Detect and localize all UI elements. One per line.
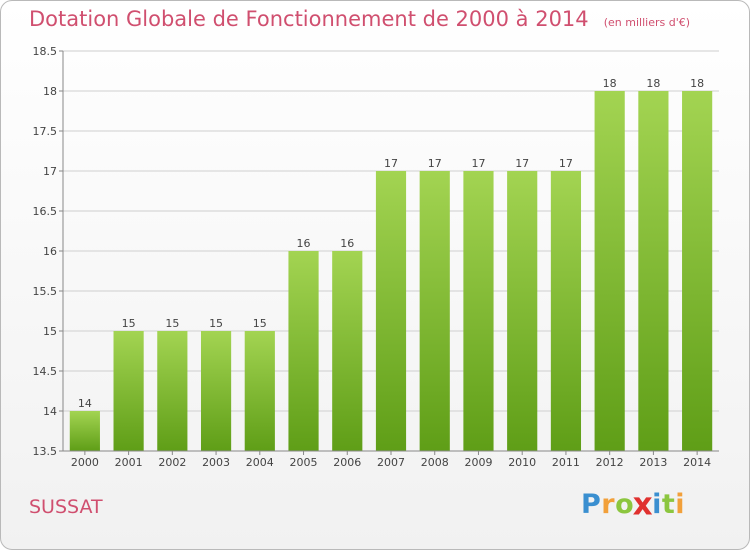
- y-tick-label: 18: [43, 85, 57, 98]
- data-label: 15: [165, 317, 179, 330]
- data-label: 17: [384, 157, 398, 170]
- bar-2010: [507, 171, 538, 451]
- axis-layer: 13.5 14 14.5 15 15.5 16 16.5 17 17.5 18 18.5 2000 20…: [33, 45, 719, 469]
- logo-letter: x: [632, 486, 654, 523]
- y-tick-label: 14.5: [33, 365, 58, 378]
- y-tick-label: 13.5: [33, 445, 58, 458]
- x-tick-label: 2001: [115, 456, 143, 469]
- y-tick-label: 17.5: [33, 125, 58, 138]
- bar-2013: [638, 91, 669, 451]
- y-tick-label: 16.5: [33, 205, 58, 218]
- data-label: 17: [471, 157, 485, 170]
- data-label: 18: [603, 77, 617, 90]
- x-tick-label: 2009: [464, 456, 492, 469]
- bar-2001: [113, 331, 144, 451]
- data-label: 17: [559, 157, 573, 170]
- logo-letter: r: [601, 489, 616, 520]
- chart-title: Dotation Globale de Fonctionnement de 20…: [29, 7, 589, 31]
- bar-2002: [157, 331, 188, 451]
- bar-2003: [200, 331, 232, 451]
- logo-letter: i: [652, 489, 662, 520]
- y-tick-label: 15: [43, 325, 57, 338]
- proxiti-logo: Proxiti: [581, 486, 686, 523]
- data-label: 18: [646, 77, 660, 90]
- y-tick-label: 14: [43, 405, 57, 418]
- bar-2008: [419, 171, 450, 451]
- bar-2012: [594, 91, 625, 451]
- x-tick-label: 2002: [158, 456, 186, 469]
- logo-letter: i: [675, 489, 686, 520]
- data-label: 14: [78, 397, 92, 410]
- x-tick-label: 2005: [290, 456, 318, 469]
- x-tick-label: 2014: [683, 456, 711, 469]
- y-tick-label: 18.5: [33, 45, 58, 58]
- x-tick-label: 2003: [202, 456, 230, 469]
- bar-2009: [463, 171, 494, 451]
- x-tick-label: 2007: [377, 456, 405, 469]
- data-label: 16: [340, 237, 354, 250]
- x-tick-label: 2000: [71, 456, 99, 469]
- logo-letter: t: [661, 489, 676, 520]
- bar-2014: [682, 91, 713, 451]
- commune-name: SUSSAT: [29, 496, 103, 518]
- bar-2005: [288, 251, 319, 451]
- chart-title-block: Dotation Globale de Fonctionnement de 20…: [29, 7, 690, 31]
- data-label: 18: [690, 77, 704, 90]
- chart-unit: (en milliers d'€): [603, 16, 691, 29]
- logo-letter: P: [581, 489, 602, 520]
- bar-2006: [332, 251, 363, 451]
- y-tick-label: 15.5: [33, 285, 58, 298]
- x-tick-label: 2010: [508, 456, 536, 469]
- bar-2011: [550, 171, 582, 451]
- bar-layer: 14 15 15 15 15 16 16 17 17 17 17 17 18 18 18: [69, 77, 713, 451]
- data-label: 17: [515, 157, 529, 170]
- bar-2000: [69, 411, 100, 451]
- x-tick-label: 2013: [639, 456, 667, 469]
- bar-2007: [375, 171, 407, 451]
- x-tick-label: 2011: [552, 456, 580, 469]
- x-tick-label: 2008: [421, 456, 449, 469]
- data-label: 15: [122, 317, 136, 330]
- data-label: 16: [297, 237, 311, 250]
- y-tick-label: 17: [43, 165, 57, 178]
- y-tick-label: 16: [43, 245, 57, 258]
- data-label: 15: [253, 317, 267, 330]
- bar-2004: [244, 331, 275, 451]
- x-tick-label: 2004: [246, 456, 274, 469]
- logo-letter: o: [615, 489, 635, 520]
- x-tick-label: 2006: [333, 456, 361, 469]
- data-label: 17: [428, 157, 442, 170]
- x-tick-label: 2012: [596, 456, 624, 469]
- data-label: 15: [209, 317, 223, 330]
